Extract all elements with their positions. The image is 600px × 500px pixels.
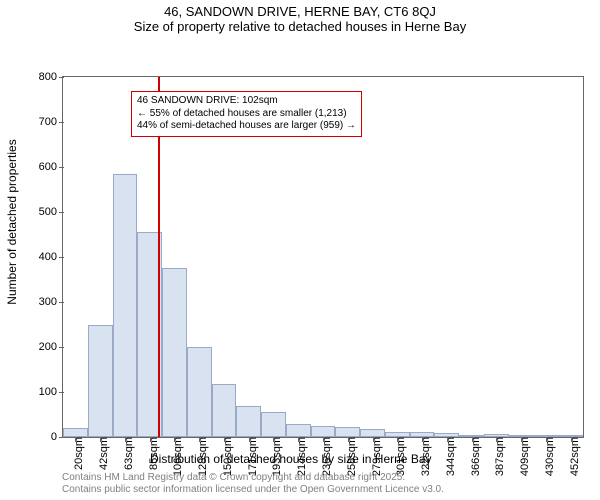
x-tick: 409sqm [511,437,531,476]
footer-line-2: Contains public sector information licen… [62,484,444,495]
annotation-line: ← 55% of detached houses are smaller (1,… [137,108,356,121]
plot-area: 010020030040050060070080020sqm42sqm63sqm… [62,76,584,438]
y-tick: 600 [39,161,63,173]
chart-title-2: Size of property relative to detached ho… [0,19,600,34]
histogram-bar [212,384,237,437]
histogram-bar [162,268,187,437]
x-tick: 452sqm [561,437,581,476]
histogram-bar [261,412,286,437]
x-tick: 366sqm [462,437,482,476]
x-tick: 387sqm [486,437,506,476]
y-tick: 400 [39,251,63,263]
histogram-bar [286,424,311,437]
chart-title-1: 46, SANDOWN DRIVE, HERNE BAY, CT6 8QJ [0,0,600,19]
annotation-line: 44% of semi-detached houses are larger (… [137,120,356,133]
histogram-bar [311,426,336,437]
y-tick: 100 [39,386,63,398]
x-tick: 63sqm [115,437,135,470]
y-tick: 800 [39,71,63,83]
y-tick: 700 [39,116,63,128]
histogram-bar [335,427,360,437]
x-tick: 430sqm [536,437,556,476]
x-axis-label: Distribution of detached houses by size … [150,452,432,466]
footer-line-1: Contains HM Land Registry data © Crown c… [62,472,405,483]
histogram-bar [236,406,261,438]
histogram-bar [360,429,385,437]
y-tick: 200 [39,341,63,353]
annotation-line: 46 SANDOWN DRIVE: 102sqm [137,95,356,108]
histogram-bar [113,174,138,437]
y-tick: 500 [39,206,63,218]
x-tick: 20sqm [65,437,85,470]
histogram-bar [63,428,88,437]
x-tick: 344sqm [437,437,457,476]
y-axis-label: Number of detached properties [5,139,19,304]
histogram-bar [88,325,113,437]
x-tick: 42sqm [90,437,110,470]
y-tick: 300 [39,296,63,308]
y-tick: 0 [51,431,63,443]
annotation-box: 46 SANDOWN DRIVE: 102sqm← 55% of detache… [131,91,362,137]
histogram-bar [187,347,212,437]
